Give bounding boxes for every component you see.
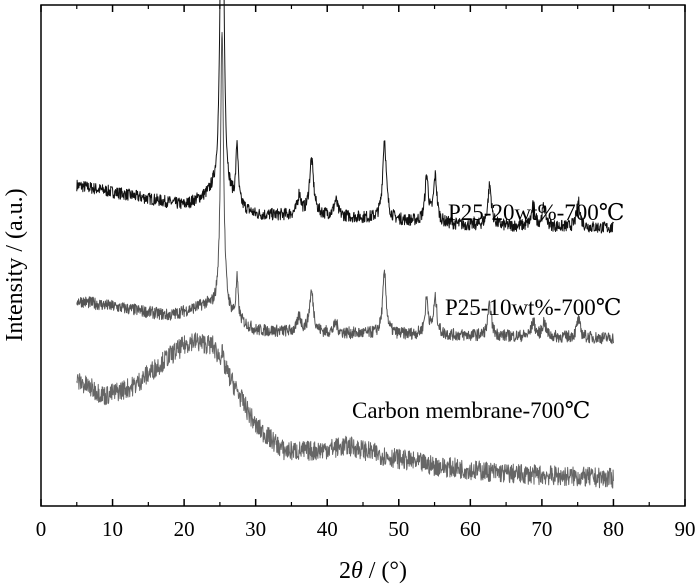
- x-tick-label-40: 40: [317, 517, 338, 541]
- x-axis-title-suffix: / (°): [363, 558, 407, 584]
- y-axis-title: Intensity / (a.u.): [2, 188, 28, 341]
- plot-area: [40, 4, 686, 507]
- series-label-carbon-membrane: Carbon membrane-700℃: [352, 398, 590, 423]
- plot-frame: [40, 4, 686, 507]
- series-group: [76, 0, 614, 489]
- series-line-1: [76, 31, 614, 345]
- x-tick-label-30: 30: [245, 517, 266, 541]
- x-tick-label-70: 70: [531, 517, 552, 541]
- x-tick-label-80: 80: [603, 517, 624, 541]
- series-line-0: [76, 0, 614, 234]
- x-tick-label-0: 0: [36, 517, 47, 541]
- x-tick-label-90: 90: [675, 517, 696, 541]
- series-label-p25-20wt: P25-20wt%-700℃: [448, 200, 625, 225]
- x-axis: 0 10 20 30 40 50 60 70 80 90: [36, 5, 696, 541]
- series-label-p25-10wt: P25-10wt%-700℃: [445, 295, 622, 320]
- x-tick-label-50: 50: [388, 517, 409, 541]
- x-axis-title: 2θ / (°): [339, 558, 407, 584]
- series-line-2: [76, 332, 614, 489]
- x-tick-label-10: 10: [102, 517, 123, 541]
- x-tick-label-60: 60: [460, 517, 481, 541]
- x-axis-title-theta: θ: [351, 558, 363, 584]
- x-tick-label-20: 20: [174, 517, 195, 541]
- x-axis-title-prefix: 2: [339, 558, 351, 584]
